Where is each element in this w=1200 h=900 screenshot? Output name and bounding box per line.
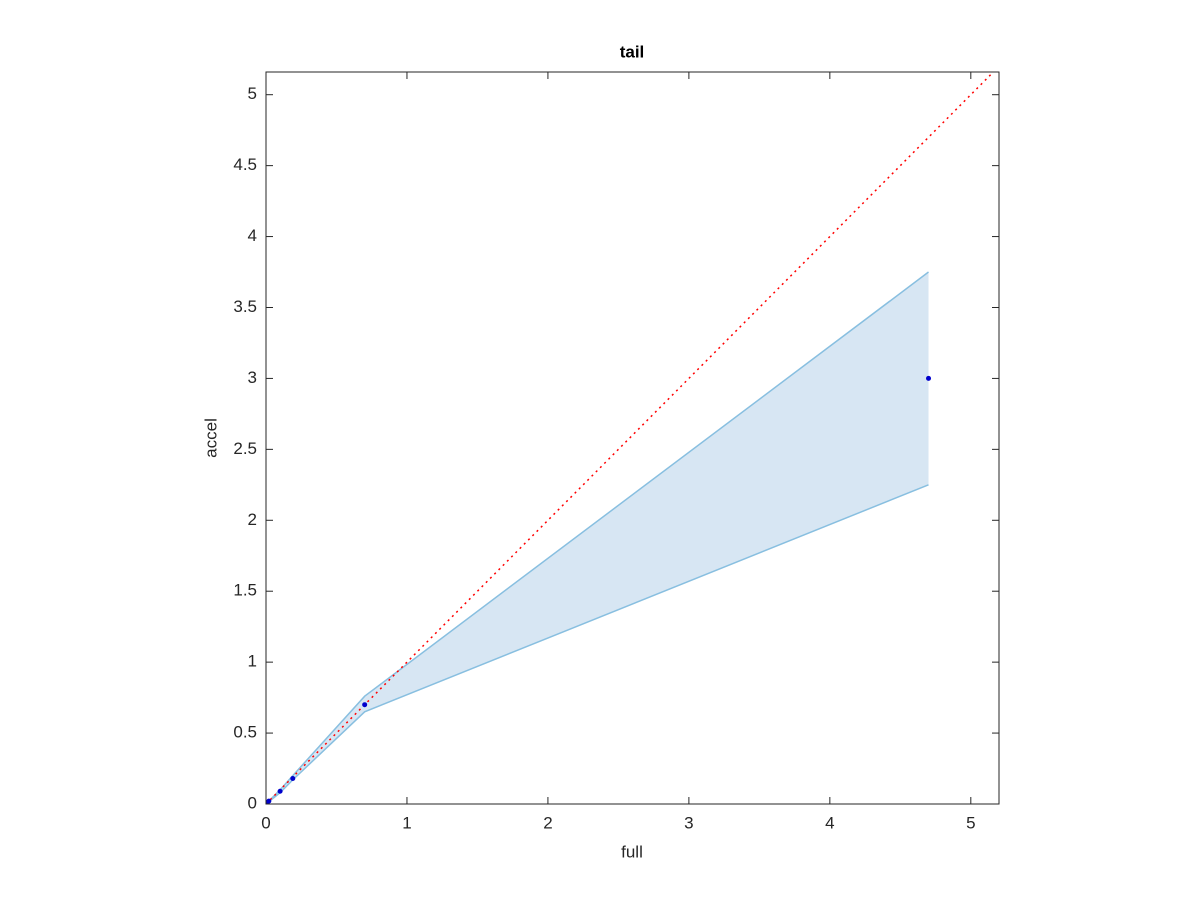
axes-box (265, 71, 1000, 805)
x-axis-label: full (621, 842, 643, 861)
x-tick-label: 3 (684, 813, 693, 832)
x-tick-label: 0 (261, 813, 270, 832)
data-point (266, 798, 272, 804)
y-tick-label: 1.5 (233, 581, 257, 600)
x-tick-label: 5 (966, 813, 975, 832)
x-tick-label: 1 (402, 813, 411, 832)
chart-title: tail (620, 42, 645, 61)
y-tick-label: 4.5 (233, 155, 257, 174)
y-tick-label: 5 (248, 84, 257, 103)
data-point (277, 788, 283, 794)
plot-area (266, 72, 995, 804)
y-tick-label: 3.5 (233, 297, 257, 316)
y-axis-label: accel (201, 418, 220, 458)
data-point (290, 775, 296, 781)
band-fill (266, 272, 929, 804)
y-tick-label: 0.5 (233, 723, 257, 742)
y-tick-label: 2 (248, 510, 257, 529)
y-tick-label: 4 (248, 226, 257, 245)
x-tick-label: 2 (543, 813, 552, 832)
data-point (926, 375, 932, 381)
y-tick-label: 0 (248, 793, 257, 812)
x-tick-label: 4 (825, 813, 834, 832)
y-tick-label: 1 (248, 652, 257, 671)
data-point (362, 702, 368, 708)
y-tick-label: 2.5 (233, 439, 257, 458)
y-tick-label: 3 (248, 368, 257, 387)
